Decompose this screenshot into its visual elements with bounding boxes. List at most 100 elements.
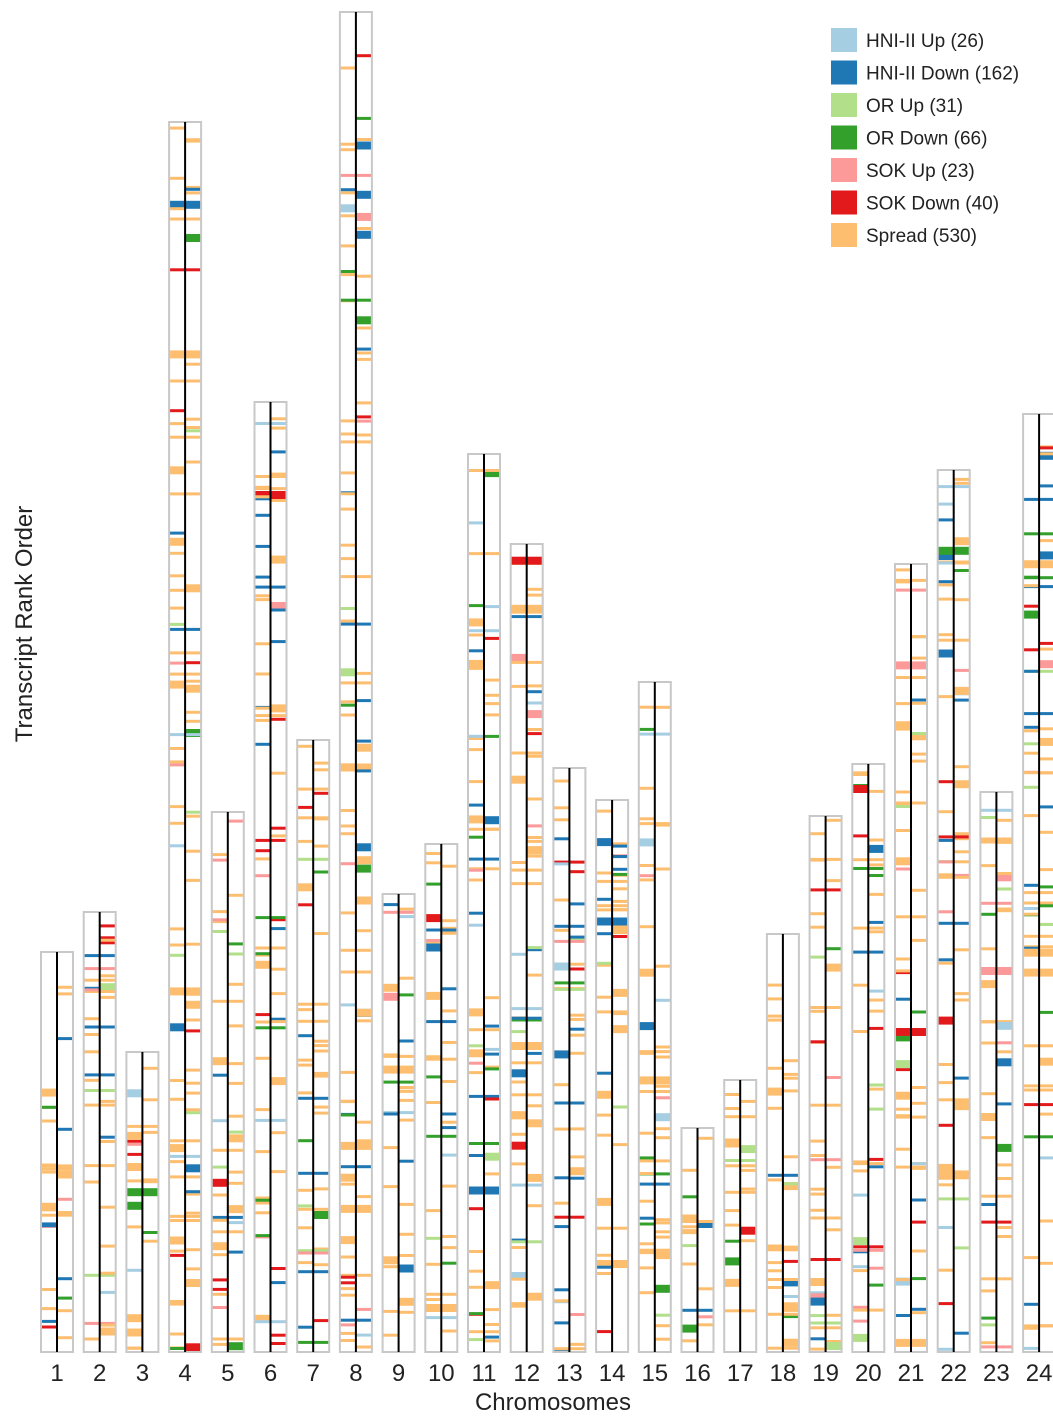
- band: [398, 1297, 415, 1306]
- x-tick-label: 6: [264, 1360, 277, 1387]
- band: [227, 1342, 244, 1351]
- band: [185, 992, 202, 996]
- band: [809, 1297, 826, 1306]
- band: [57, 985, 73, 989]
- band: [355, 433, 372, 437]
- band: [766, 1014, 783, 1018]
- band: [126, 1328, 143, 1337]
- band: [1023, 901, 1053, 905]
- band: [425, 1298, 442, 1301]
- chromosome-19: [808, 815, 843, 1353]
- band: [766, 1261, 783, 1265]
- band: [398, 1310, 415, 1314]
- band: [297, 839, 314, 843]
- band: [868, 920, 885, 924]
- band: [1023, 948, 1053, 957]
- band: [1023, 1088, 1053, 1092]
- band: [937, 1268, 954, 1272]
- band: [911, 752, 927, 756]
- band: [825, 947, 842, 951]
- legend-swatch: [831, 190, 857, 215]
- band: [937, 860, 954, 864]
- band: [724, 1138, 741, 1147]
- band: [612, 855, 629, 859]
- band: [355, 1008, 372, 1017]
- band: [441, 1184, 458, 1188]
- band: [185, 584, 202, 593]
- band: [382, 1333, 399, 1337]
- band: [142, 1239, 159, 1243]
- band: [270, 1333, 287, 1337]
- band: [398, 1086, 415, 1090]
- band: [510, 1080, 527, 1084]
- chromosome-13: [552, 767, 587, 1353]
- band: [526, 710, 543, 719]
- band: [441, 1261, 458, 1265]
- band: [297, 744, 314, 748]
- band: [980, 1041, 997, 1045]
- band: [441, 919, 458, 923]
- band: [996, 818, 1013, 822]
- band: [596, 1090, 613, 1099]
- band: [953, 698, 970, 702]
- band: [1039, 484, 1053, 488]
- band: [270, 771, 287, 775]
- band: [227, 1081, 244, 1085]
- band: [895, 702, 911, 706]
- band: [980, 1113, 997, 1121]
- band: [484, 1339, 500, 1343]
- band: [825, 1076, 842, 1079]
- band: [185, 362, 202, 366]
- band: [339, 1003, 356, 1007]
- band: [510, 1238, 527, 1242]
- band: [185, 1068, 202, 1072]
- band: [468, 923, 484, 927]
- band: [270, 426, 287, 430]
- band: [126, 1142, 143, 1146]
- band: [99, 974, 116, 978]
- x-tick-label: 5: [221, 1360, 234, 1387]
- band: [211, 1119, 228, 1123]
- x-tick-label: 14: [599, 1360, 626, 1387]
- band: [809, 912, 826, 916]
- band: [510, 1069, 527, 1078]
- chromosome-7: [296, 739, 331, 1353]
- band: [526, 754, 543, 758]
- band: [868, 863, 885, 867]
- band: [57, 1309, 73, 1313]
- band: [41, 1325, 57, 1329]
- band: [313, 844, 330, 848]
- band: [782, 1072, 799, 1076]
- band: [996, 907, 1013, 911]
- band: [980, 1341, 997, 1345]
- band: [510, 1030, 527, 1034]
- band: [142, 1130, 159, 1134]
- band: [782, 1182, 799, 1191]
- band: [996, 1050, 1013, 1054]
- band: [1039, 1010, 1053, 1014]
- band: [468, 661, 484, 670]
- band: [339, 703, 356, 707]
- band: [526, 839, 543, 843]
- band: [254, 544, 271, 548]
- band: [852, 785, 869, 793]
- band: [654, 1235, 671, 1239]
- band: [1023, 814, 1040, 818]
- x-tick-label: 21: [898, 1360, 925, 1387]
- band: [809, 955, 826, 959]
- band: [1023, 725, 1040, 729]
- band: [526, 1173, 543, 1182]
- legend-label: HNI-II Down (162): [866, 64, 1019, 85]
- band: [953, 860, 970, 864]
- band: [868, 1026, 885, 1030]
- band: [724, 1107, 741, 1110]
- band: [185, 1018, 202, 1022]
- band: [766, 1018, 783, 1022]
- band: [895, 1147, 911, 1151]
- band: [382, 1256, 399, 1265]
- band: [211, 1287, 228, 1291]
- band: [868, 1009, 885, 1013]
- band: [270, 834, 287, 838]
- legend-label: SOK Down (40): [866, 194, 999, 215]
- band: [339, 204, 356, 213]
